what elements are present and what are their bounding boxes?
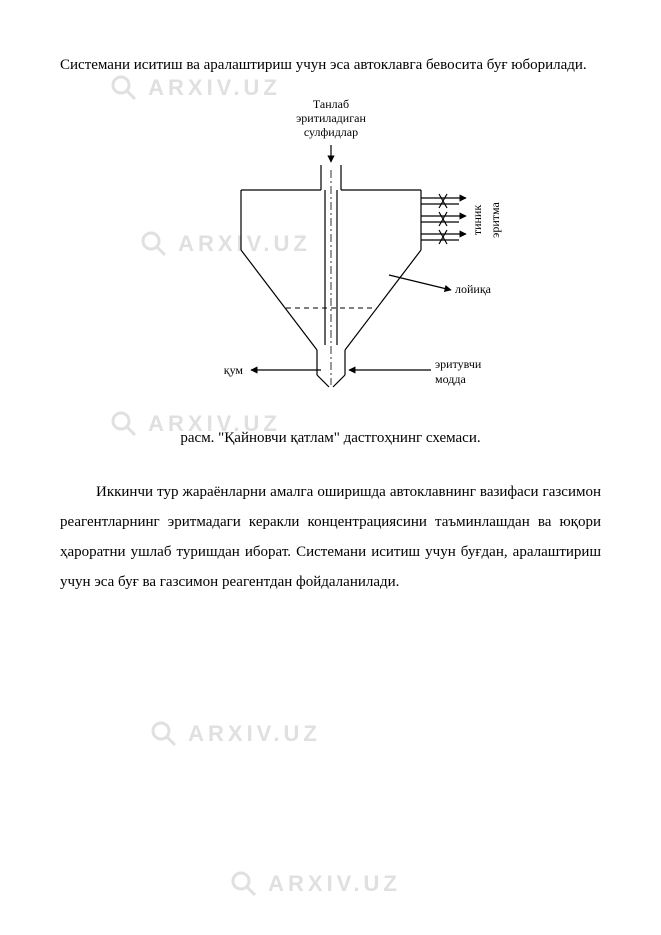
label-top-3: сулфидлар bbox=[303, 125, 357, 139]
magnifier-icon bbox=[150, 720, 178, 748]
cone-right bbox=[345, 250, 421, 350]
label-top-2: эритиладиган bbox=[296, 111, 366, 125]
cone-left bbox=[241, 250, 317, 350]
spout-tip-r bbox=[333, 375, 345, 387]
diagram-svg: Танлаб эритиладиган сулфидлар bbox=[121, 90, 541, 420]
paragraph-intro: Системани иситиш ва аралаштириш учун эса… bbox=[60, 50, 601, 80]
label-qum: қум bbox=[223, 363, 243, 377]
label-loyiqa: лойиқа bbox=[455, 282, 492, 296]
watermark-text: ARXIV.UZ bbox=[268, 871, 401, 897]
figure-caption: расм. "Қайновчи қатлам" дастгоҳнинг схем… bbox=[60, 430, 601, 447]
overflow-3 bbox=[421, 230, 466, 244]
overflow-2 bbox=[421, 212, 466, 226]
label-tinik: тиник bbox=[470, 205, 484, 236]
watermark: ARXIV.UZ bbox=[230, 870, 401, 898]
label-eritma: эритма bbox=[488, 202, 502, 238]
overflow-1 bbox=[421, 194, 466, 208]
loyiqa-arrow bbox=[389, 275, 451, 290]
label-solvent-1: эритувчи bbox=[435, 357, 482, 371]
label-solvent-2: модда bbox=[435, 372, 466, 386]
spout-tip-l bbox=[317, 375, 329, 387]
magnifier-icon bbox=[230, 870, 258, 898]
watermark-text: ARXIV.UZ bbox=[188, 721, 321, 747]
apparatus-diagram: Танлаб эритиладиган сулфидлар bbox=[60, 90, 601, 420]
label-top-1: Танлаб bbox=[312, 97, 348, 111]
watermark: ARXIV.UZ bbox=[150, 720, 321, 748]
paragraph-body: Иккинчи тур жараёнларни амалга оширишда … bbox=[60, 477, 601, 597]
